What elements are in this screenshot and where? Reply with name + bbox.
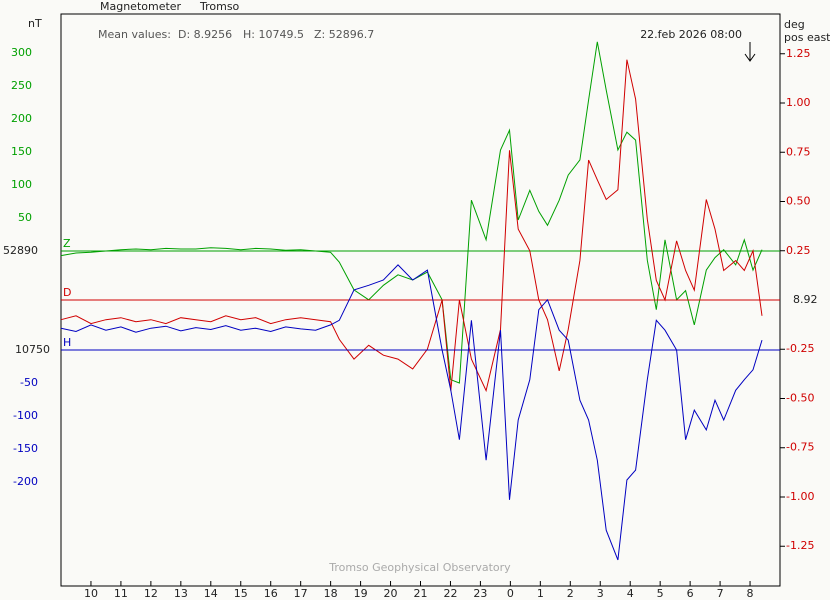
station: Tromso [199,0,240,13]
x-tick-label: 8 [747,587,754,600]
x-tick-label: 5 [657,587,664,600]
x-tick-label: 3 [597,587,604,600]
z-tick-label: 50 [18,211,32,224]
baseline-label: 52890 [3,244,38,257]
x-tick-label: 7 [717,587,724,600]
h-tick-label: -200 [13,475,38,488]
x-tick-label: 23 [473,587,487,600]
chart-title: Magnetometer [100,0,182,13]
y2-tick-label: -1.25 [786,539,814,552]
x-tick-label: 17 [294,587,308,600]
y2-tick-label: 0.50 [786,195,811,208]
y2-tick-label: -1.00 [786,490,814,503]
h-tick-label: -50 [20,376,38,389]
right-unit-sub: pos east [784,31,830,44]
right-unit: deg [784,18,805,31]
timestamp: 22.feb 2026 08:00 [640,28,742,41]
h-tick-label: -150 [13,442,38,455]
y2-tick-label: 0.25 [786,244,811,257]
mean-label: Mean values: [98,28,171,41]
x-tick-label: 13 [174,587,188,600]
x-tick-label: 12 [144,587,158,600]
x-tick-label: 22 [443,587,457,600]
x-tick-label: 10 [84,587,98,600]
mean-h: H: 10749.5 [243,28,304,41]
x-tick-label: 4 [627,587,634,600]
z-tick-label: 150 [11,145,32,158]
footer: Tromso Geophysical Observatory [328,561,511,574]
x-tick-label: 21 [414,587,428,600]
y2-tick-label: -0.50 [786,391,814,404]
x-tick-label: 20 [384,587,398,600]
series-line [60,41,763,384]
x-tick-label: 18 [324,587,338,600]
x-tick-label: 15 [234,587,248,600]
y2-tick-label: 1.25 [786,47,811,60]
y2-tick-label: -0.75 [786,441,814,454]
y2-tick-label: 0.75 [786,145,811,158]
x-tick-label: 0 [507,587,514,600]
z-tick-label: 200 [11,112,32,125]
baseline-label: 8.92 [793,293,818,306]
x-tick-label: 6 [687,587,694,600]
x-tick-label: 1 [537,587,544,600]
x-tick-label: 19 [354,587,368,600]
series-line [60,264,763,561]
series-name: Z [63,237,71,250]
series-name: D [63,286,71,299]
y2-tick-label: -0.25 [786,342,814,355]
z-tick-label: 300 [11,46,32,59]
z-tick-label: 100 [11,178,32,191]
z-tick-label: 250 [11,79,32,92]
series-name: H [63,336,71,349]
x-tick-label: 2 [567,587,574,600]
baseline-label: 10750 [15,343,50,356]
mean-z: Z: 52896.7 [314,28,374,41]
y2-tick-label: 1.00 [786,96,811,109]
time-arrow [744,42,756,62]
x-tick-label: 11 [114,587,128,600]
left-unit: nT [28,17,42,30]
mean-d: D: 8.9256 [178,28,232,41]
h-tick-label: -100 [13,409,38,422]
x-tick-label: 14 [204,587,218,600]
x-tick-label: 16 [264,587,278,600]
series-line [60,59,763,393]
